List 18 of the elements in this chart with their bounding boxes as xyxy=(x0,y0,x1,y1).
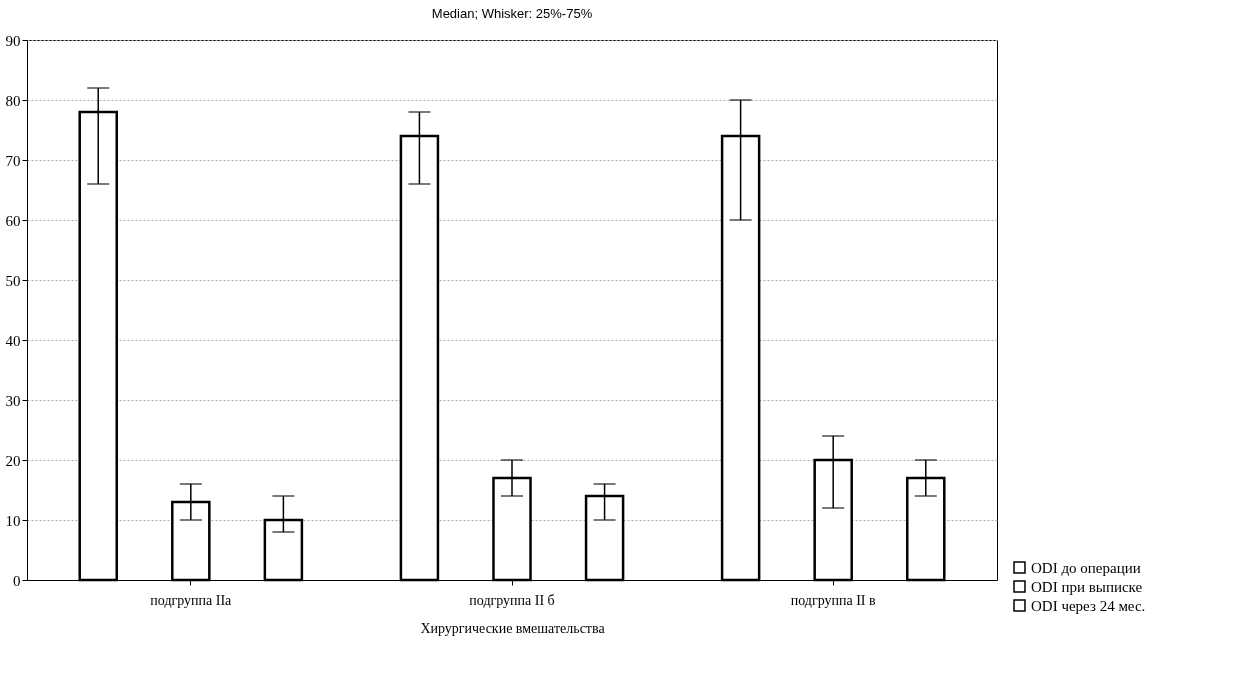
chart-title: Median; Whisker: 25%-75% xyxy=(431,6,593,21)
y-tick-label: 30 xyxy=(5,392,21,409)
x-axis-title: Хирургические вмешательства xyxy=(420,620,606,636)
x-tick-label: подгруппа IIa xyxy=(150,592,233,608)
y-tick-label: 10 xyxy=(5,512,21,529)
y-tick-label: 60 xyxy=(5,212,21,229)
y-tick-label: 80 xyxy=(5,92,21,109)
legend-label: ODI при выписке xyxy=(1031,578,1143,595)
y-tick-label: 50 xyxy=(5,272,21,289)
y-tick-label: 90 xyxy=(5,32,21,49)
y-tick-label: 40 xyxy=(5,332,21,349)
y-tick-label: 20 xyxy=(5,452,21,469)
x-tick-label: подгруппа II б xyxy=(469,592,555,608)
legend-label: ODI через 24 мес. xyxy=(1031,597,1146,614)
x-tick-label: подгруппа II в xyxy=(790,592,877,608)
y-tick-label: 0 xyxy=(13,572,21,589)
y-tick-label: 70 xyxy=(5,152,21,169)
legend-label: ODI до операции xyxy=(1031,559,1141,576)
